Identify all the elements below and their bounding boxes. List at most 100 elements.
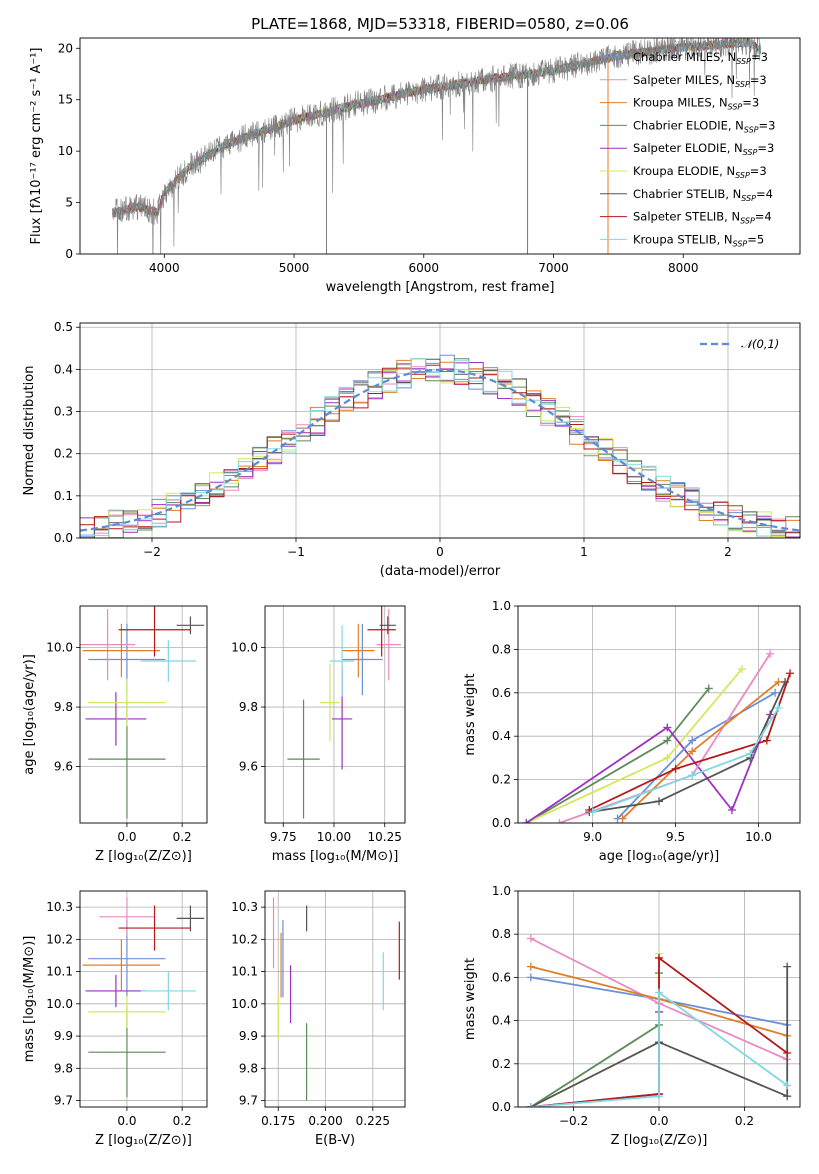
point-marker — [783, 962, 792, 971]
legend-label: Chabrier ELODIE, N — [633, 118, 744, 132]
x-tick-label: 0.2 — [173, 1114, 192, 1128]
spectrum-legend: Chabrier MILES, NSSP=3 Salpeter MILES, NS… — [600, 50, 775, 248]
y-tick-label: 10.0 — [46, 997, 73, 1011]
y-tick-label: 1.0 — [492, 599, 511, 613]
legend-subscript: SSP — [740, 217, 755, 226]
y-axis-label: Flux [fλ10⁻¹⁷ erg cm⁻² s⁻¹ A⁻¹] — [29, 48, 44, 245]
point-marker — [655, 1092, 663, 1101]
x-tick-label: −0.2 — [559, 1114, 588, 1128]
y-tick-label: 0.2 — [492, 1057, 511, 1071]
y-axis-label: mass weight — [463, 958, 478, 1040]
point-marker — [766, 649, 775, 658]
data-layer — [80, 606, 205, 819]
point-marker — [655, 797, 663, 806]
y-axis-label: mass weight — [463, 673, 478, 755]
point-marker — [727, 805, 736, 814]
errorbar-kroupa-miles — [342, 623, 375, 678]
axes-frame — [79, 322, 801, 539]
errorbar-salpeter-miles — [376, 608, 401, 681]
errorbar-kroupa-elodie — [319, 663, 341, 742]
point-marker — [786, 669, 795, 678]
x-tick-label: 5000 — [279, 261, 310, 275]
panel-residuals: −2 −1 0 1 2 0.0 0.1 0.2 0.3 0.4 0.5 (data-model)/er… — [22, 320, 801, 579]
x-tick-label: 7000 — [538, 261, 569, 275]
point-marker — [526, 973, 535, 982]
y-tick-label: 0.2 — [54, 447, 73, 461]
legend-entry: Chabrier ELODIE, NSSP=3 — [633, 118, 775, 134]
point-marker — [663, 753, 672, 762]
axes-frame — [264, 890, 406, 1108]
series-kroupa-elodie — [526, 949, 663, 1107]
point-marker — [526, 1103, 535, 1107]
panel-spectrum: 4000 5000 6000 7000 8000 0 5 10 15 20 wavelength [… — [29, 37, 801, 295]
legend-count: =3 — [750, 73, 767, 87]
errorbar-salpeter-stelib — [367, 606, 396, 657]
y-tick-label: 10.3 — [231, 900, 258, 914]
errorbar-kroupa-elodie — [88, 995, 166, 1029]
observed-spectrum — [112, 38, 762, 254]
legend-label-normal: 𝒩(0,1) — [741, 337, 779, 351]
series-salpeter-elodie — [522, 710, 775, 823]
y-tick-label: 9.6 — [54, 760, 73, 774]
point-marker — [783, 1049, 792, 1057]
errorbar-salpeter-miles — [80, 608, 136, 681]
y-tick-label: 0 — [65, 247, 73, 261]
legend-entry: Chabrier MILES, NSSP=3 — [633, 50, 768, 66]
legend-label: Chabrier STELIB, N — [633, 187, 741, 201]
point-marker — [663, 736, 672, 745]
x-tick-label: −1 — [287, 545, 305, 559]
x-tick-label: 4000 — [149, 261, 180, 275]
y-tick-label: 10.3 — [46, 900, 73, 914]
point-marker — [671, 764, 680, 773]
y-tick-label: 0.8 — [492, 642, 511, 656]
x-tick-label: 9.75 — [270, 830, 297, 844]
legend-label: Salpeter STELIB, N — [633, 210, 740, 224]
legend-entry: Kroupa ELODIE, NSSP=3 — [633, 164, 767, 180]
panel-age_vs_mass: 9.75 10.00 10.25 9.6 9.8 10.0 mass [log₁₀(M/M⊙… — [231, 605, 406, 864]
point-marker — [688, 747, 697, 756]
x-axis-label: (data-model)/error — [380, 564, 501, 579]
x-axis-label: Z [log₁₀(Z/Z⊙)] — [611, 1133, 708, 1148]
series-kroupa-stelib — [588, 703, 783, 817]
x-axis-label: wavelength [Angstrom, rest frame] — [326, 280, 555, 295]
legend-subscript: SSP — [743, 148, 758, 157]
point-marker — [746, 749, 755, 758]
data-layer — [522, 649, 795, 823]
axes-frame — [79, 605, 208, 824]
legend-count: =3 — [750, 164, 767, 178]
axes-frame — [264, 605, 406, 824]
y-tick-label: 0.4 — [492, 1014, 511, 1028]
grid — [265, 606, 405, 823]
x-tick-label: 8000 — [668, 261, 699, 275]
series-salpeter-stelib — [585, 669, 795, 814]
errorbar-salpeter-miles — [99, 897, 155, 937]
y-axis-label: Normed distribution — [22, 366, 37, 496]
series-line — [530, 953, 660, 1107]
point-marker — [783, 1081, 792, 1090]
x-tick-label: 1 — [580, 545, 588, 559]
y-tick-label: 10.1 — [46, 965, 73, 979]
axes-frame — [79, 37, 801, 255]
legend-subscript: SSP — [735, 80, 750, 89]
series-kroupa-stelib — [526, 988, 792, 1107]
errorbar-salpeter-stelib — [118, 905, 191, 951]
legend-entry: Salpeter MILES, NSSP=3 — [633, 73, 767, 89]
y-tick-label: 9.8 — [239, 1061, 258, 1075]
y-tick-label: 0.6 — [492, 970, 511, 984]
errorbar-salpeter-stelib — [118, 606, 191, 657]
legend-subscript: SSP — [741, 194, 756, 203]
errorbar-salpeter-elodie — [85, 692, 147, 746]
legend-count: =3 — [742, 96, 759, 110]
x-axis-label: Z [log₁₀(Z/Z⊙)] — [95, 849, 192, 864]
y-tick-label: 10.0 — [231, 997, 258, 1011]
x-tick-label: 10.0 — [745, 830, 772, 844]
legend-label: Kroupa MILES, N — [633, 96, 728, 110]
point-marker — [737, 664, 746, 673]
grid — [80, 891, 207, 1107]
legend-label: Salpeter ELODIE, N — [633, 141, 743, 155]
errorbar-chabrier-miles — [342, 623, 383, 696]
x-tick-label: 10.00 — [317, 830, 351, 844]
point-marker — [688, 736, 697, 745]
data-layer — [112, 38, 762, 254]
y-tick-label: 0.2 — [492, 773, 511, 787]
